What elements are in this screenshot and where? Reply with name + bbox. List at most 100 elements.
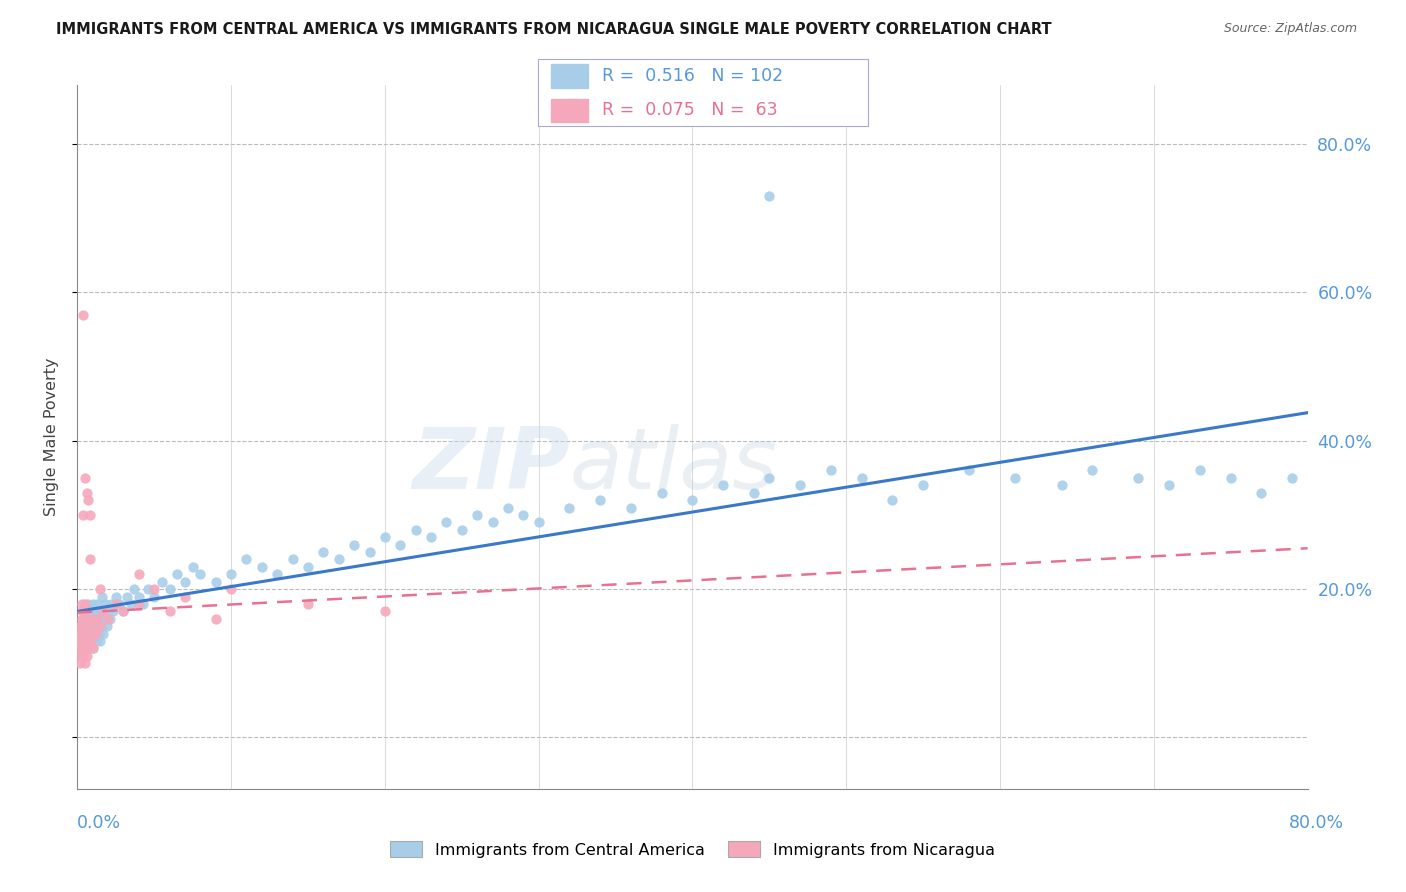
Point [128, 597, 150, 611]
Point [143, 582, 166, 596]
Point [82, 619, 104, 633]
Point [312, 545, 335, 559]
Point [181, 560, 204, 574]
Point [87, 626, 110, 640]
Point [82, 641, 104, 656]
Point [80, 634, 103, 648]
Legend: Immigrants from Central America, Immigrants from Nicaragua: Immigrants from Central America, Immigra… [385, 837, 1000, 863]
Point [219, 582, 242, 596]
Point [70, 641, 93, 656]
Point [758, 189, 780, 203]
FancyBboxPatch shape [537, 59, 869, 127]
Point [70, 626, 93, 640]
Text: ZIP: ZIP [412, 424, 569, 507]
Point [481, 516, 503, 530]
Point [76, 641, 98, 656]
Point [73, 597, 96, 611]
Point [72, 508, 94, 522]
Point [79, 626, 101, 640]
Point [496, 500, 519, 515]
Point [527, 516, 550, 530]
Point [77, 626, 100, 640]
Point [80, 619, 103, 633]
Point [1188, 463, 1211, 477]
Point [83, 612, 105, 626]
Point [1081, 463, 1104, 477]
Point [120, 597, 142, 611]
Point [72, 619, 94, 633]
Point [84, 634, 107, 648]
Point [132, 597, 155, 611]
Y-axis label: Single Male Poverty: Single Male Poverty [44, 358, 59, 516]
Point [79, 641, 101, 656]
Point [96, 619, 118, 633]
Point [1219, 471, 1241, 485]
Point [93, 626, 115, 640]
Point [651, 485, 673, 500]
Point [89, 634, 111, 648]
Point [1281, 471, 1303, 485]
Point [143, 590, 166, 604]
Point [374, 604, 396, 618]
Point [188, 567, 212, 582]
Point [69, 657, 91, 671]
Point [72, 634, 94, 648]
Point [112, 604, 135, 618]
Point [77, 641, 100, 656]
Point [70, 619, 93, 633]
Point [76, 612, 98, 626]
Point [957, 463, 980, 477]
Point [90, 619, 114, 633]
Point [70, 634, 93, 648]
Point [72, 648, 94, 663]
Point [76, 626, 98, 640]
Point [79, 508, 101, 522]
Point [104, 597, 127, 611]
Text: IMMIGRANTS FROM CENTRAL AMERICA VS IMMIGRANTS FROM NICARAGUA SINGLE MALE POVERTY: IMMIGRANTS FROM CENTRAL AMERICA VS IMMIG… [56, 22, 1052, 37]
Point [374, 530, 396, 544]
Point [150, 574, 173, 589]
Point [69, 634, 91, 648]
Point [204, 574, 226, 589]
Point [72, 612, 94, 626]
Point [742, 485, 765, 500]
Point [69, 626, 91, 640]
Point [204, 612, 226, 626]
Text: atlas: atlas [569, 424, 778, 507]
Point [711, 478, 734, 492]
Point [73, 619, 96, 633]
Point [235, 552, 257, 566]
Point [77, 619, 100, 633]
Point [266, 567, 288, 582]
Point [76, 612, 98, 626]
Point [73, 657, 96, 671]
Point [128, 567, 150, 582]
Point [84, 604, 107, 618]
Point [912, 478, 935, 492]
Point [73, 634, 96, 648]
Point [70, 604, 93, 618]
Point [1050, 478, 1073, 492]
Point [620, 500, 643, 515]
Point [97, 612, 120, 626]
Bar [551, 99, 588, 122]
Point [72, 308, 94, 322]
Point [89, 604, 111, 618]
Point [789, 478, 811, 492]
Point [1159, 478, 1181, 492]
Point [73, 471, 96, 485]
Point [512, 508, 534, 522]
Point [100, 597, 122, 611]
Point [70, 612, 93, 626]
Point [166, 567, 188, 582]
Point [851, 471, 873, 485]
Point [70, 597, 93, 611]
Point [82, 597, 104, 611]
Point [682, 493, 704, 508]
Point [108, 597, 131, 611]
Point [77, 597, 100, 611]
Point [73, 604, 96, 618]
Point [89, 582, 111, 596]
Point [70, 648, 93, 663]
Point [76, 485, 98, 500]
